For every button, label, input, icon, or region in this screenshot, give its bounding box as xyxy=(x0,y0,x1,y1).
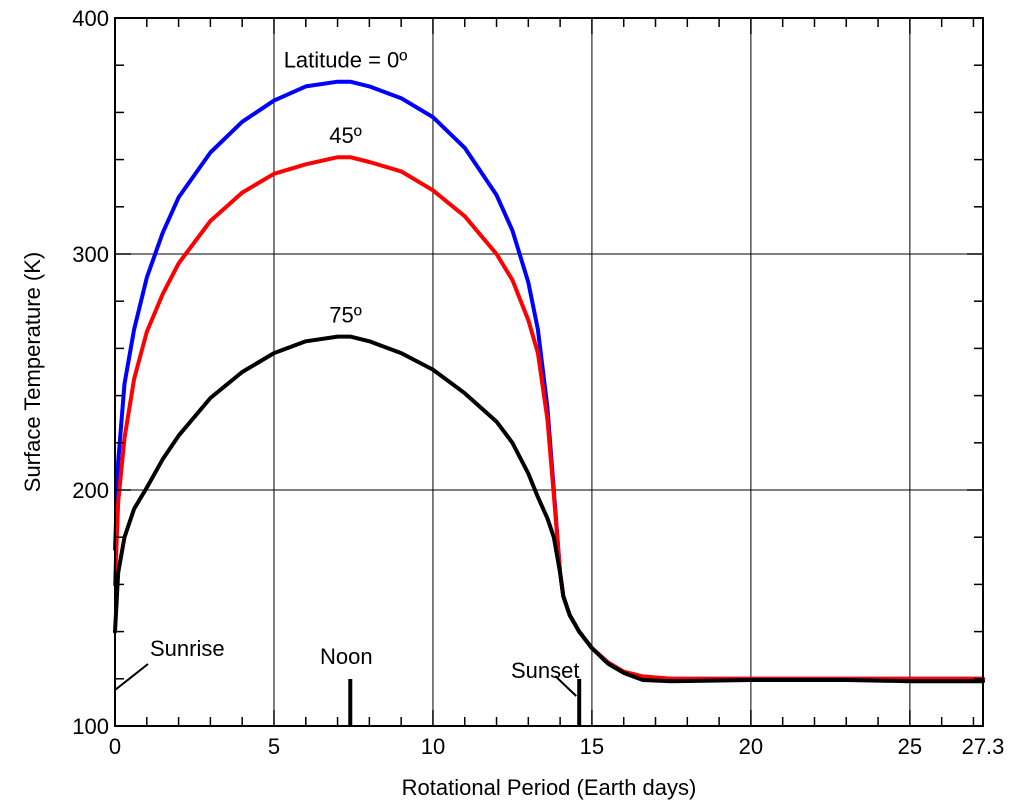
x-tick-label: 25 xyxy=(898,734,922,759)
y-tick-label: 100 xyxy=(72,714,109,739)
plot-frame xyxy=(114,17,984,727)
x-tick-label: 0 xyxy=(109,734,121,759)
series-label: Latitude = 0º xyxy=(284,48,408,73)
x-tick-label: 10 xyxy=(421,734,445,759)
event-markers: Sunrise Noon Sunset xyxy=(114,636,582,726)
series-label: 45º xyxy=(329,123,362,148)
sunrise-label: Sunrise xyxy=(150,636,225,661)
sunrise-pointer xyxy=(114,663,149,691)
series-line-lat-45 xyxy=(113,155,985,681)
noon-label: Noon xyxy=(320,644,373,669)
series-labels: Latitude = 0º 45º 75º xyxy=(284,48,408,328)
grid-lines xyxy=(115,18,983,726)
x-tick-label: 15 xyxy=(580,734,604,759)
series-label: 75º xyxy=(329,302,362,327)
x-tick-label: 20 xyxy=(739,734,763,759)
series-line-lat-0 xyxy=(113,79,985,681)
x-axis-title: Rotational Period (Earth days) xyxy=(402,775,697,800)
y-tick-label: 200 xyxy=(72,478,109,503)
x-tick-label: 5 xyxy=(268,734,280,759)
y-axis-title: Surface Temperature (K) xyxy=(20,252,45,492)
series-lines xyxy=(113,79,985,684)
series-line-lat-75 xyxy=(113,334,985,684)
axis-ticks xyxy=(114,17,983,727)
y-tick-label: 400 xyxy=(72,6,109,31)
y-tick-label: 300 xyxy=(72,242,109,267)
sunset-label: Sunset xyxy=(511,658,580,683)
tick-labels: 0 5 10 15 20 25 27.3 100 200 300 400 xyxy=(72,6,1004,759)
sunset-pointer xyxy=(554,675,577,697)
x-tick-label: 27.3 xyxy=(962,734,1005,759)
